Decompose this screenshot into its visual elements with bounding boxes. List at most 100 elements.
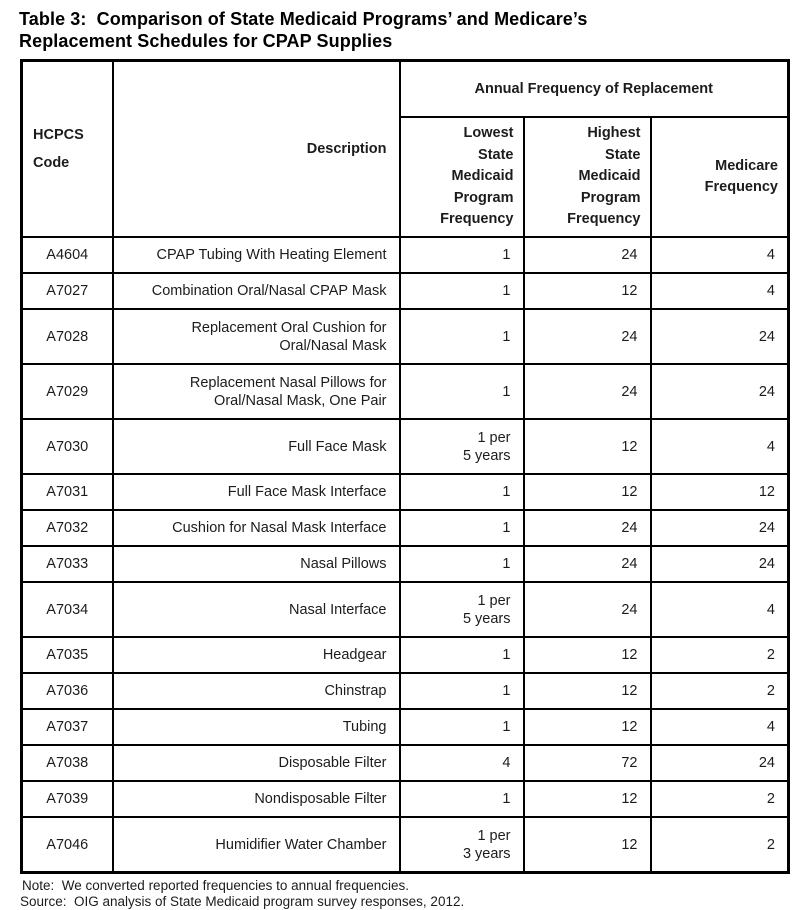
description-cell: Headgear [111, 636, 401, 674]
description-cell: Nondisposable Filter [111, 780, 401, 818]
highest-frequency-cell: 24 [522, 308, 652, 365]
lowest-frequency-cell: 1 [398, 363, 525, 420]
table-row: A4604 CPAP Tubing With Heating Element 1… [20, 236, 790, 274]
table-row: A7035 Headgear 1 12 2 [20, 636, 790, 674]
table-footnotes: Note: We converted reported frequencies … [20, 878, 787, 910]
description-cell: Replacement Nasal Pillows for Oral/Nasal… [111, 363, 401, 420]
hcpcs-code-cell: A7033 [20, 545, 114, 583]
lowest-frequency-cell: 1 per 5 years [398, 581, 525, 638]
hcpcs-code-cell: A7027 [20, 272, 114, 310]
description-cell: Nasal Pillows [111, 545, 401, 583]
highest-frequency-cell: 12 [522, 272, 652, 310]
table-header: HCPCS Code Description Annual Frequency … [20, 59, 790, 238]
medicare-frequency-cell: 2 [649, 636, 790, 674]
medicare-frequency-cell: 24 [649, 545, 790, 583]
highest-frequency-cell: 12 [522, 672, 652, 710]
description-cell: Replacement Oral Cushion for Oral/Nasal … [111, 308, 401, 365]
lowest-frequency-cell: 1 [398, 708, 525, 746]
highest-frequency-cell: 24 [522, 509, 652, 547]
lowest-frequency-cell: 1 [398, 272, 525, 310]
hcpcs-code-cell: A7030 [20, 418, 114, 475]
description-cell: CPAP Tubing With Heating Element [111, 236, 401, 274]
table-row: A7036 Chinstrap 1 12 2 [20, 672, 790, 710]
hcpcs-code-cell: A7032 [20, 509, 114, 547]
description-cell: Full Face Mask Interface [111, 473, 401, 511]
medicare-frequency-cell: 4 [649, 272, 790, 310]
col-header-hcpcs-code: HCPCS Code [20, 59, 114, 238]
note-line: Note: We converted reported frequencies … [22, 878, 409, 893]
hcpcs-code-cell: A7028 [20, 308, 114, 365]
col-header-description: Description [111, 59, 401, 238]
table-body: A4604 CPAP Tubing With Heating Element 1… [20, 236, 790, 874]
hcpcs-code-cell: A7034 [20, 581, 114, 638]
hcpcs-code-cell: A7039 [20, 780, 114, 818]
description-cell: Combination Oral/Nasal CPAP Mask [111, 272, 401, 310]
table-title: Table 3: Comparison of State Medicaid Pr… [19, 9, 787, 52]
medicare-frequency-cell: 24 [649, 308, 790, 365]
medicare-frequency-cell: 2 [649, 780, 790, 818]
highest-frequency-cell: 12 [522, 780, 652, 818]
highest-frequency-cell: 24 [522, 545, 652, 583]
lowest-frequency-cell: 1 [398, 509, 525, 547]
lowest-frequency-cell: 1 per 3 years [398, 816, 525, 874]
lowest-frequency-cell: 1 [398, 308, 525, 365]
hcpcs-code-cell: A7046 [20, 816, 114, 874]
description-cell: Disposable Filter [111, 744, 401, 782]
medicare-frequency-cell: 12 [649, 473, 790, 511]
header-row-sub: Lowest State Medicaid Program Frequency … [22, 116, 790, 238]
hcpcs-code-cell: A7037 [20, 708, 114, 746]
table-row: A7028 Replacement Oral Cushion for Oral/… [20, 308, 790, 365]
lowest-frequency-cell: 1 [398, 236, 525, 274]
description-cell: Nasal Interface [111, 581, 401, 638]
highest-frequency-cell: 12 [522, 636, 652, 674]
table-row: A7032 Cushion for Nasal Mask Interface 1… [20, 509, 790, 547]
hcpcs-code-cell: A7038 [20, 744, 114, 782]
lowest-frequency-cell: 1 [398, 636, 525, 674]
description-cell: Chinstrap [111, 672, 401, 710]
highest-frequency-cell: 12 [522, 473, 652, 511]
medicare-frequency-cell: 24 [649, 363, 790, 420]
highest-frequency-cell: 24 [522, 236, 652, 274]
lowest-frequency-cell: 1 per 5 years [398, 418, 525, 475]
table-row: A7037 Tubing 1 12 4 [20, 708, 790, 746]
hcpcs-code-cell: A4604 [20, 236, 114, 274]
table-row: A7031 Full Face Mask Interface 1 12 12 [20, 473, 790, 511]
table-row: A7030 Full Face Mask 1 per 5 years 12 4 [20, 418, 790, 475]
lowest-frequency-cell: 1 [398, 672, 525, 710]
table-row: A7039 Nondisposable Filter 1 12 2 [20, 780, 790, 818]
hcpcs-code-cell: A7029 [20, 363, 114, 420]
table-title-line2: Replacement Schedules for CPAP Supplies [19, 30, 393, 51]
table-row: A7034 Nasal Interface 1 per 5 years 24 4 [20, 581, 790, 638]
highest-frequency-cell: 12 [522, 418, 652, 475]
lowest-frequency-cell: 1 [398, 545, 525, 583]
lowest-frequency-cell: 1 [398, 780, 525, 818]
col-header-lowest-state-medicaid: Lowest State Medicaid Program Frequency [398, 116, 525, 238]
lowest-frequency-cell: 1 [398, 473, 525, 511]
description-cell: Cushion for Nasal Mask Interface [111, 509, 401, 547]
table-row: A7033 Nasal Pillows 1 24 24 [20, 545, 790, 583]
medicare-frequency-cell: 4 [649, 418, 790, 475]
highest-frequency-cell: 72 [522, 744, 652, 782]
description-cell: Humidifier Water Chamber [111, 816, 401, 874]
source-line: Source: OIG analysis of State Medicaid p… [20, 894, 465, 909]
col-header-highest-state-medicaid: Highest State Medicaid Program Frequency [522, 116, 652, 238]
lowest-frequency-cell: 4 [398, 744, 525, 782]
highest-frequency-cell: 24 [522, 581, 652, 638]
table-row: A7038 Disposable Filter 4 72 24 [20, 744, 790, 782]
highest-frequency-cell: 24 [522, 363, 652, 420]
highest-frequency-cell: 12 [522, 708, 652, 746]
medicare-frequency-cell: 4 [649, 581, 790, 638]
medicare-frequency-cell: 2 [649, 816, 790, 874]
description-cell: Tubing [111, 708, 401, 746]
table-row: A7046 Humidifier Water Chamber 1 per 3 y… [20, 816, 790, 874]
table-row: A7027 Combination Oral/Nasal CPAP Mask 1… [20, 272, 790, 310]
header-row-group: HCPCS Code Description Annual Frequency … [20, 59, 790, 238]
medicare-frequency-cell: 24 [649, 509, 790, 547]
medicare-frequency-cell: 2 [649, 672, 790, 710]
table-row: A7029 Replacement Nasal Pillows for Oral… [20, 363, 790, 420]
table-title-line1: Table 3: Comparison of State Medicaid Pr… [19, 9, 588, 29]
medicare-frequency-cell: 24 [649, 744, 790, 782]
medicare-frequency-cell: 4 [649, 236, 790, 274]
hcpcs-code-cell: A7035 [20, 636, 114, 674]
